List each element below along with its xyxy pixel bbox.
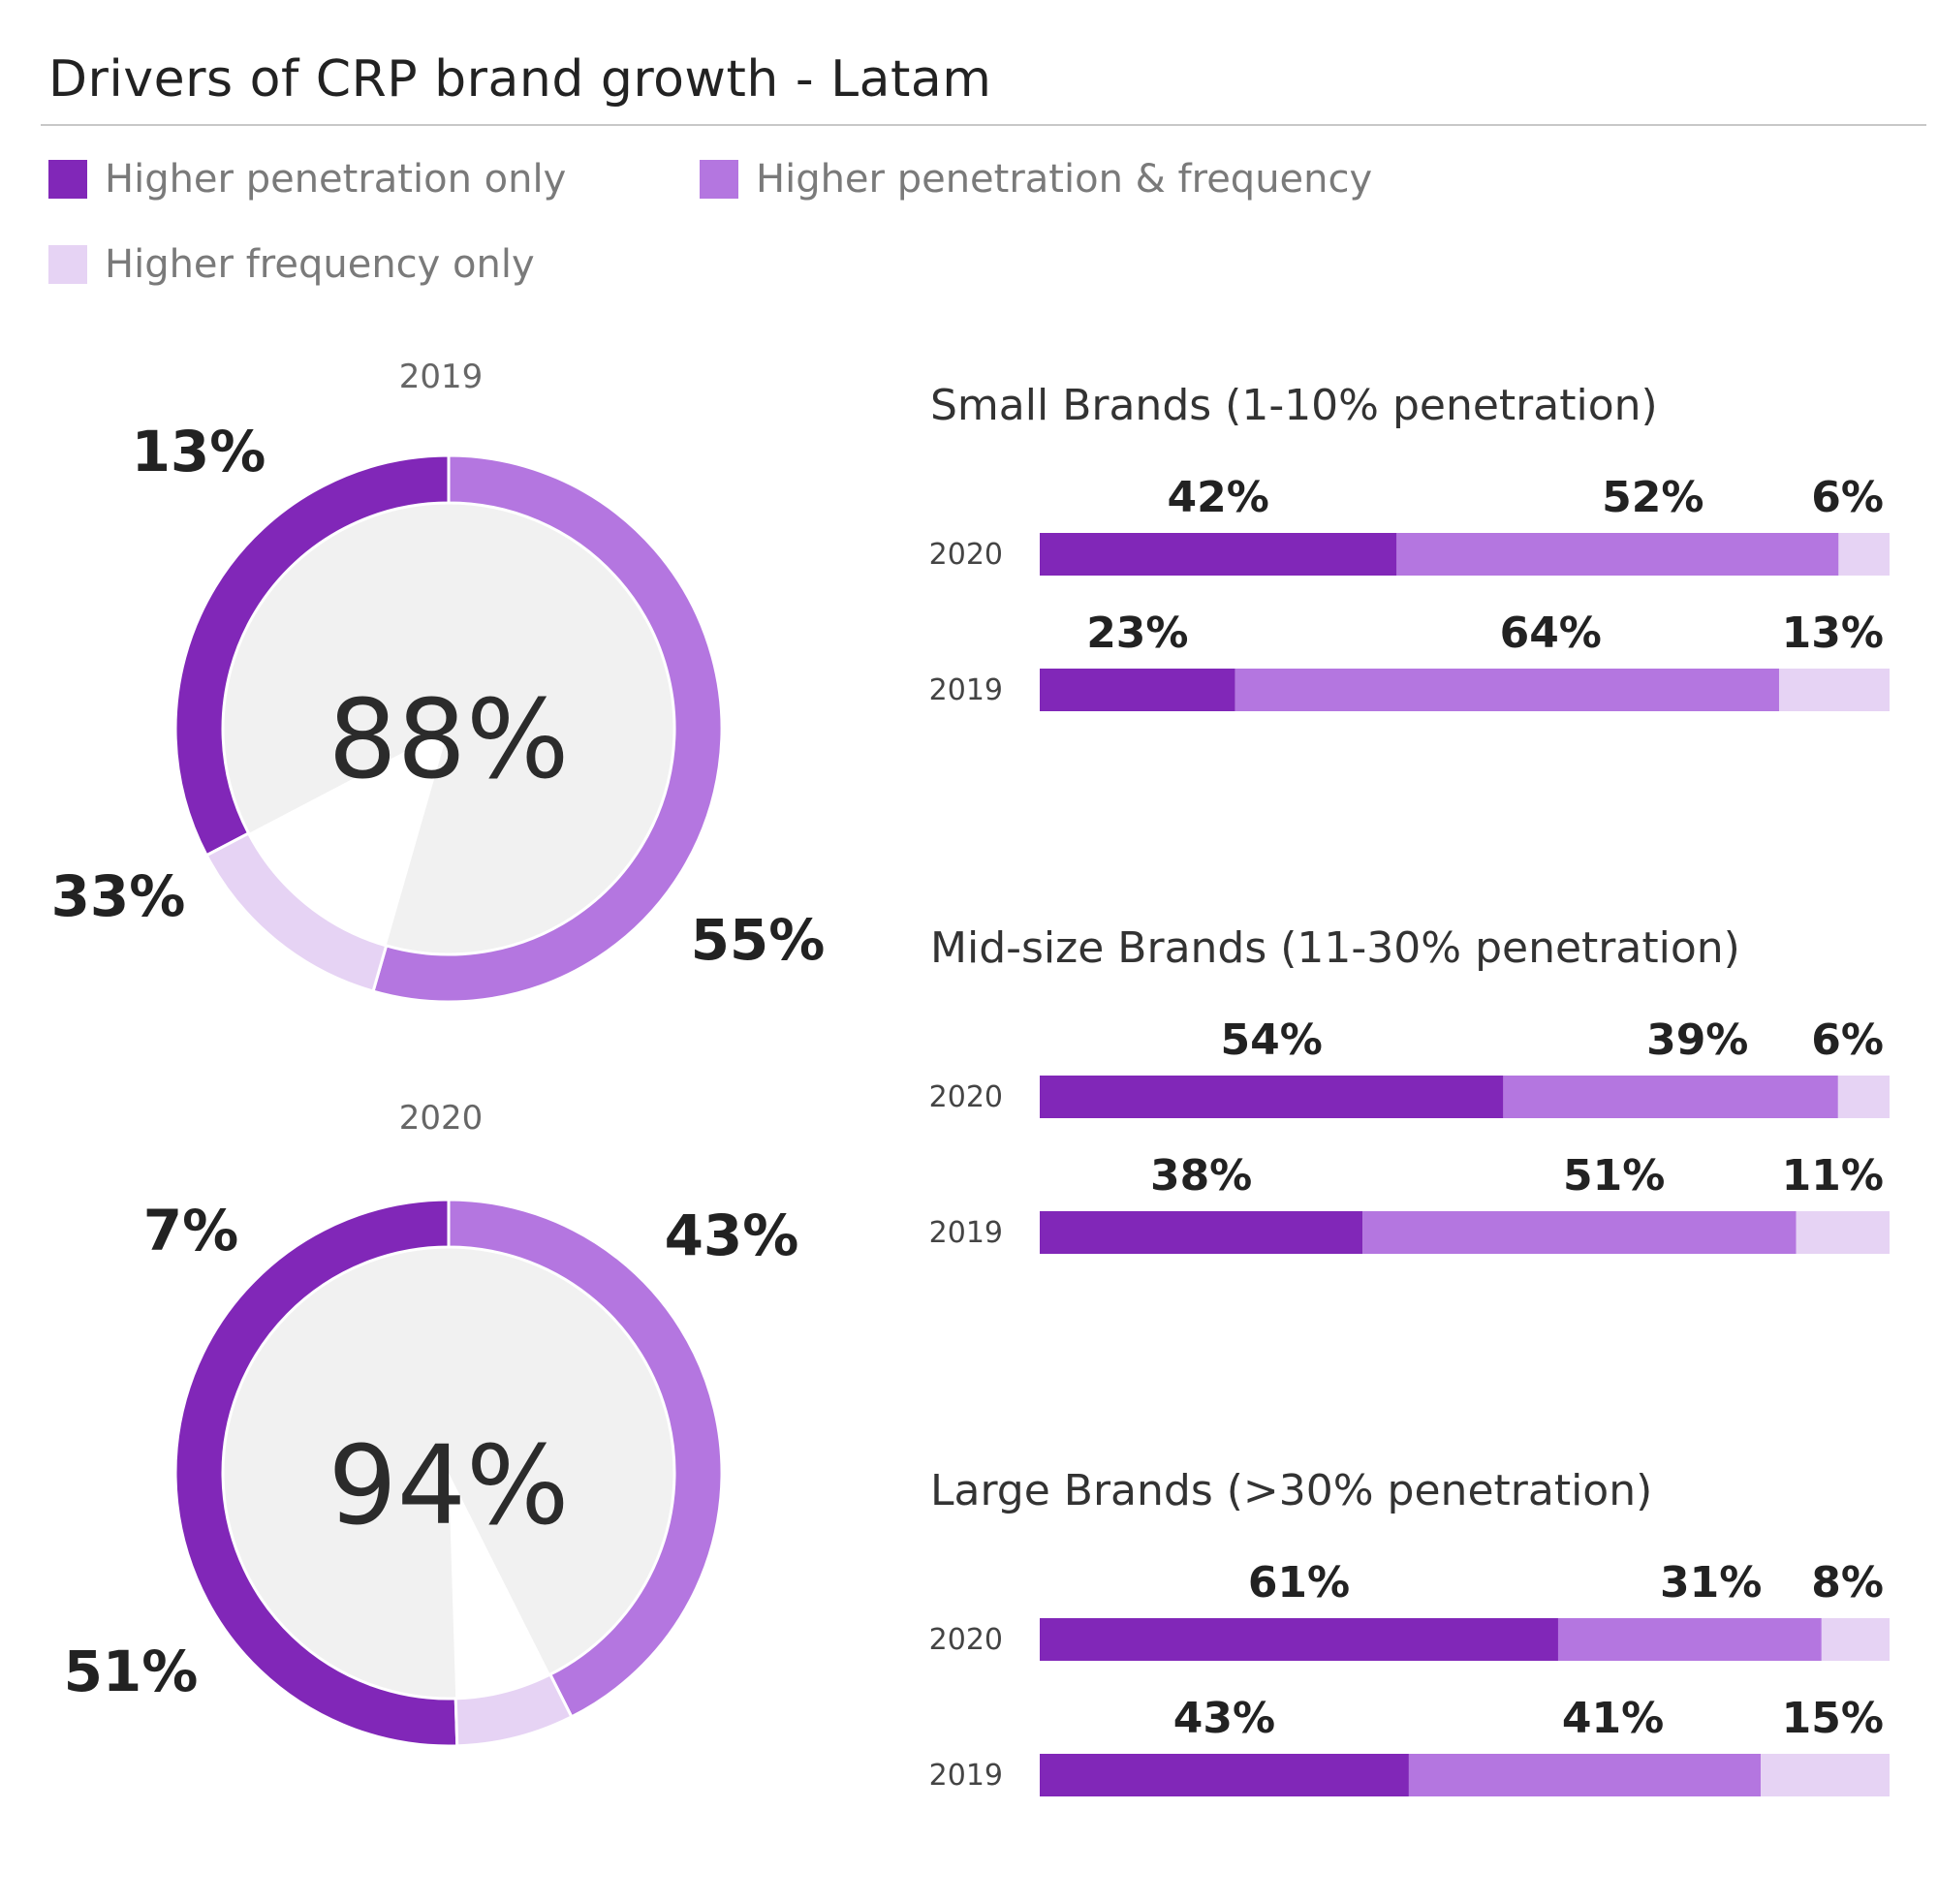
bar-data-label: 43% — [1173, 1694, 1275, 1743]
bar-data-label: 11% — [1782, 1151, 1884, 1201]
donut-inner-gap-wedge — [247, 729, 449, 947]
bar-row-label: 2019 — [929, 1759, 1003, 1793]
legend-label: Higher frequency only — [105, 242, 535, 287]
bar-segment — [1040, 1618, 1558, 1661]
bar-segment — [1396, 533, 1839, 576]
bar-data-label: 15% — [1782, 1694, 1884, 1743]
legend-swatch — [48, 160, 87, 199]
bar-group-title: Small Brands (1-10% penetration) — [930, 381, 1658, 430]
donut-data-label: 51% — [64, 1639, 199, 1704]
bar-segment — [1821, 1618, 1890, 1661]
bar-data-label: 38% — [1150, 1151, 1252, 1201]
donut-segment-penetration-only — [173, 1198, 459, 1748]
bar-data-label: 8% — [1811, 1558, 1884, 1607]
legend-swatch — [700, 160, 738, 199]
bar-segment — [1837, 1076, 1890, 1118]
bar-data-label: 39% — [1646, 1015, 1748, 1065]
legend-label: Higher penetration only — [105, 157, 567, 202]
donut-segment-frequency-only — [204, 831, 389, 993]
bar-segment — [1362, 1211, 1797, 1254]
legend-item-penetration-only: Higher penetration only — [48, 155, 566, 203]
title-divider — [41, 124, 1926, 126]
bar-segment — [1235, 669, 1779, 711]
bar-data-label: 13% — [1782, 609, 1884, 658]
donut-subtitle: 2020 — [399, 1099, 484, 1138]
bar-segment — [1408, 1754, 1762, 1796]
bar-data-label: 61% — [1248, 1558, 1350, 1607]
donut-segment-frequency-only — [453, 1672, 574, 1748]
bar-segment — [1503, 1076, 1838, 1118]
bar-segment — [1778, 669, 1890, 711]
bar-row-label: 2019 — [929, 1216, 1003, 1250]
bar-row-label: 2020 — [929, 1080, 1003, 1114]
bar-segment — [1040, 669, 1235, 711]
bar-row-label: 2019 — [929, 673, 1003, 707]
bar-group-title: Large Brands (>30% penetration) — [930, 1466, 1652, 1515]
donut-inner-gap-wedge — [449, 1473, 551, 1700]
bar-segment — [1040, 533, 1397, 576]
bar-segment — [1040, 1754, 1409, 1796]
donut-data-label: 55% — [691, 907, 826, 973]
bar-data-label: 54% — [1221, 1015, 1323, 1065]
bar-data-label: 41% — [1562, 1694, 1664, 1743]
donut-segment-penetration-and-frequency — [371, 453, 724, 1004]
bar-segment — [1796, 1211, 1890, 1254]
bar-data-label: 52% — [1602, 473, 1704, 522]
legend-item-penetration-and-frequency: Higher penetration & frequency — [700, 155, 1372, 203]
bar-data-label: 6% — [1811, 473, 1884, 522]
legend-swatch — [48, 245, 87, 284]
donut-data-label: 7% — [143, 1198, 238, 1264]
bar-group-title: Mid-size Brands (11-30% penetration) — [930, 923, 1740, 973]
donut-subtitle: 2019 — [399, 358, 484, 396]
bar-segment — [1557, 1618, 1822, 1661]
donut-data-label: 33% — [51, 863, 186, 929]
bar-data-label: 31% — [1660, 1558, 1762, 1607]
bar-segment — [1040, 1211, 1363, 1254]
bar-row-label: 2020 — [929, 538, 1003, 572]
bar-segment — [1838, 533, 1890, 576]
page-title: Drivers of CRP brand growth - Latam — [48, 50, 992, 109]
bar-segment — [1040, 1076, 1504, 1118]
bar-segment — [1761, 1754, 1890, 1796]
bar-data-label: 42% — [1168, 473, 1269, 522]
bar-data-label: 64% — [1500, 609, 1602, 658]
bar-data-label: 51% — [1563, 1151, 1665, 1201]
bar-row-label: 2020 — [929, 1623, 1003, 1657]
legend-item-frequency-only: Higher frequency only — [48, 240, 535, 289]
donut-center-value: 94% — [328, 1423, 570, 1549]
donut-data-label: 13% — [132, 419, 266, 484]
bar-data-label: 23% — [1086, 609, 1188, 658]
donut-center-value: 88% — [328, 677, 570, 803]
bar-data-label: 6% — [1811, 1015, 1884, 1065]
legend-label: Higher penetration & frequency — [756, 157, 1373, 202]
donut-data-label: 43% — [665, 1202, 799, 1268]
